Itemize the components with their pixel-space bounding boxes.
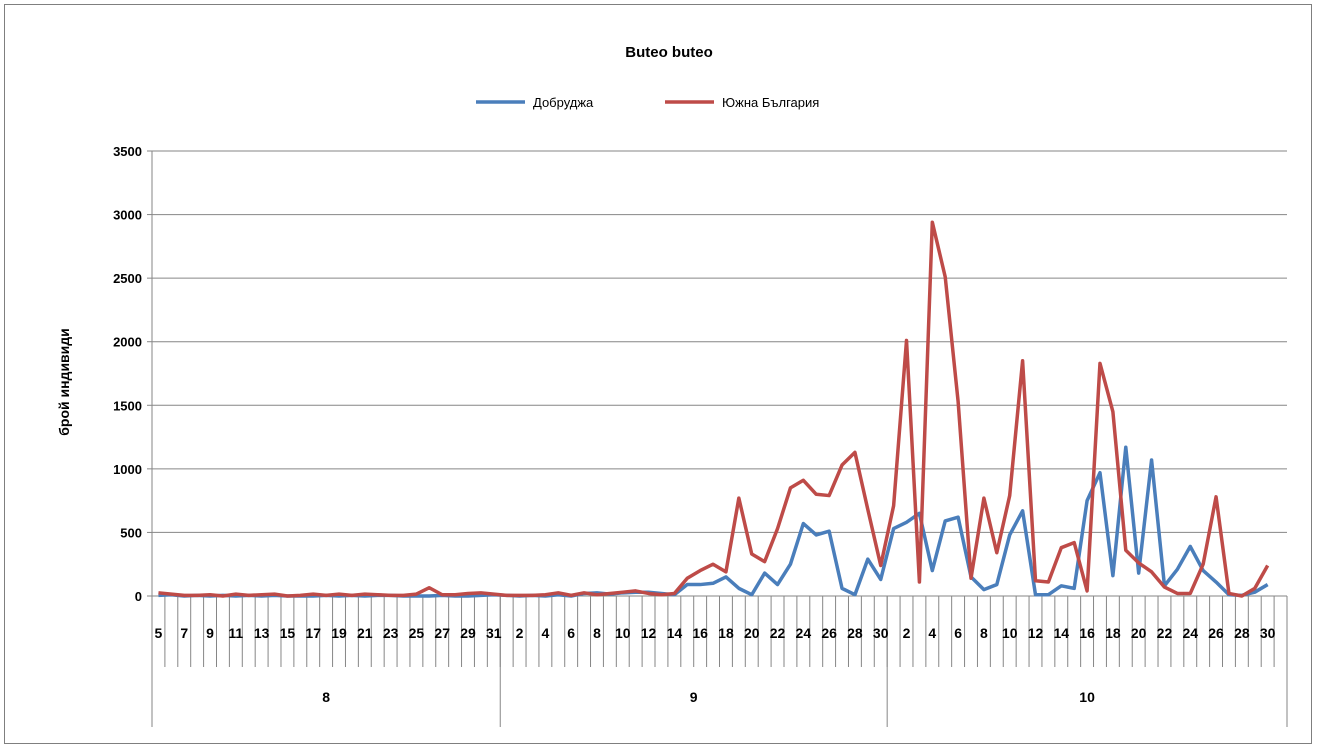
x-tick-label: 30 — [1260, 625, 1276, 641]
x-tick-label: 24 — [1182, 625, 1198, 641]
x-tick-label: 22 — [1157, 625, 1173, 641]
x-tick-label: 14 — [667, 625, 683, 641]
x-tick-label: 27 — [434, 625, 450, 641]
gridlines — [152, 150, 1287, 533]
x-tick-label: 6 — [567, 625, 575, 641]
chart-frame: Buteo buteo Добруджа Южна България 0 500 10… — [4, 4, 1312, 744]
legend: Добруджа Южна България — [476, 95, 819, 110]
x-tick-label: 28 — [847, 625, 863, 641]
x-tick-label: 20 — [1131, 625, 1147, 641]
y-tick-label: 0 — [135, 589, 142, 604]
month-label: 9 — [690, 689, 698, 705]
x-tick-label: 22 — [770, 625, 786, 641]
x-tick-label: 16 — [1079, 625, 1095, 641]
x-tick-label: 10 — [615, 625, 631, 641]
x-tick-label: 28 — [1234, 625, 1250, 641]
y-axis-label: брой индивиди — [56, 328, 72, 436]
y-tick-label: 500 — [120, 525, 142, 540]
x-tick-label: 4 — [541, 625, 549, 641]
x-tick-label: 12 — [1028, 625, 1044, 641]
y-tick-label: 3000 — [113, 208, 142, 223]
month-label: 10 — [1079, 689, 1095, 705]
x-tick-label: 5 — [155, 625, 163, 641]
x-tick-label: 18 — [718, 625, 734, 641]
x-tick-label: 29 — [460, 625, 476, 641]
chart-title: Buteo buteo — [625, 44, 713, 61]
x-tick-label: 21 — [357, 625, 373, 641]
x-tick-label: 2 — [903, 625, 911, 641]
x-tick-label: 23 — [383, 625, 399, 641]
x-tick-label: 15 — [280, 625, 296, 641]
x-tick-label: 7 — [180, 625, 188, 641]
series-line-2 — [158, 220, 1270, 598]
x-tick-label: 25 — [409, 625, 425, 641]
series-line-1 — [158, 445, 1269, 598]
y-tick-label: 2000 — [113, 335, 142, 350]
x-tick-label: 12 — [641, 625, 657, 641]
y-tick-label: 3500 — [113, 144, 142, 159]
y-tick-label: 1000 — [113, 462, 142, 477]
x-tick-label: 6 — [954, 625, 962, 641]
legend-label: Добруджа — [533, 95, 594, 110]
x-tick-label: 17 — [305, 625, 321, 641]
x-tick-label: 30 — [873, 625, 889, 641]
series-group — [158, 220, 1270, 598]
month-label: 8 — [322, 689, 330, 705]
x-tick-label: 20 — [744, 625, 760, 641]
legend-label: Южна България — [722, 95, 819, 110]
x-tick-label: 24 — [796, 625, 812, 641]
x-tick-label: 16 — [692, 625, 708, 641]
x-tick-label: 11 — [228, 625, 243, 641]
x-tick-label: 10 — [1002, 625, 1018, 641]
y-tick-label: 2500 — [113, 271, 142, 286]
x-tick-label: 4 — [928, 625, 936, 641]
chart-svg: Buteo buteo Добруджа Южна България 0 500 10… — [56, 44, 1288, 727]
y-tick-label: 1500 — [113, 398, 142, 413]
x-tick-label: 26 — [821, 625, 837, 641]
x-tick-label: 19 — [331, 625, 347, 641]
x-tick-label: 2 — [516, 625, 524, 641]
x-tick-label: 13 — [254, 625, 270, 641]
x-tick-label: 8 — [980, 625, 988, 641]
x-tick-label: 18 — [1105, 625, 1121, 641]
x-tick-label: 26 — [1208, 625, 1224, 641]
x-tick-label: 31 — [486, 625, 502, 641]
x-tick-label: 14 — [1054, 625, 1070, 641]
x-axis: 5 7 9 11 13 15 17 19 21 23 25 27 29 31 2 4 6 8 10 12 14 16 18 2… — [151, 595, 1288, 727]
x-tick-label: 9 — [206, 625, 214, 641]
x-tick-label: 8 — [593, 625, 601, 641]
y-axis: 0 500 1000 1500 2000 2500 3000 3500 — [113, 144, 153, 604]
